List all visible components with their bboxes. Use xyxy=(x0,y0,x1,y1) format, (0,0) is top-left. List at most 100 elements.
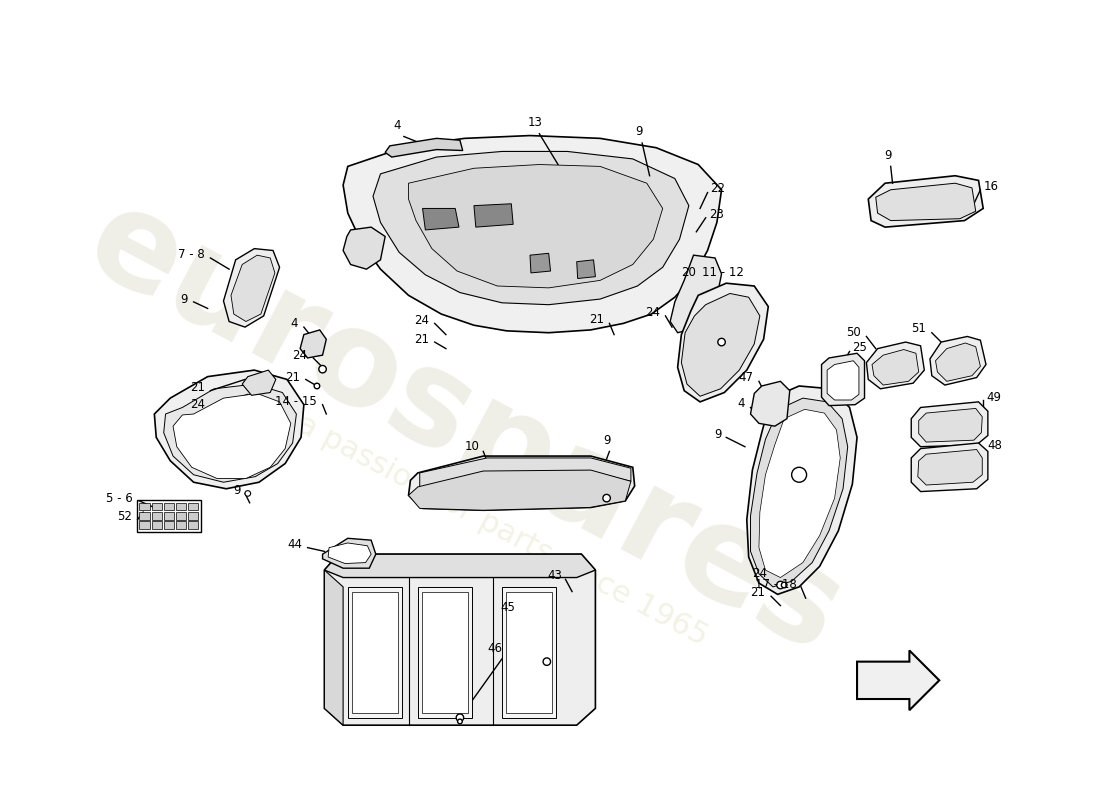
Polygon shape xyxy=(408,470,631,510)
Polygon shape xyxy=(502,587,557,718)
Bar xyxy=(140,522,150,529)
Polygon shape xyxy=(223,249,279,327)
Polygon shape xyxy=(935,343,980,382)
Circle shape xyxy=(315,383,320,389)
Text: 4: 4 xyxy=(290,317,298,330)
Polygon shape xyxy=(324,554,595,725)
Bar xyxy=(152,522,162,529)
Circle shape xyxy=(781,582,786,588)
Text: 23: 23 xyxy=(710,209,724,222)
Polygon shape xyxy=(300,330,327,358)
Text: 9: 9 xyxy=(884,149,892,162)
Text: eurospares: eurospares xyxy=(66,176,862,680)
Circle shape xyxy=(458,719,462,724)
Bar xyxy=(152,512,162,520)
Circle shape xyxy=(245,490,251,496)
Text: 24: 24 xyxy=(645,306,660,318)
Polygon shape xyxy=(408,165,662,288)
Polygon shape xyxy=(418,587,472,718)
Bar xyxy=(188,512,198,520)
Polygon shape xyxy=(822,354,865,406)
Polygon shape xyxy=(759,410,840,578)
Polygon shape xyxy=(911,402,988,446)
Text: 46: 46 xyxy=(487,642,502,655)
Bar xyxy=(188,502,198,510)
Circle shape xyxy=(319,366,327,373)
Text: 48: 48 xyxy=(988,439,1003,452)
Polygon shape xyxy=(917,450,982,485)
Text: 20: 20 xyxy=(682,266,696,279)
Text: 21: 21 xyxy=(285,371,300,384)
Text: 24: 24 xyxy=(190,398,205,411)
Circle shape xyxy=(777,582,784,589)
Polygon shape xyxy=(670,255,722,333)
Polygon shape xyxy=(827,361,859,400)
Polygon shape xyxy=(918,409,982,442)
Polygon shape xyxy=(867,342,924,389)
Polygon shape xyxy=(868,176,983,227)
Circle shape xyxy=(603,494,611,502)
Polygon shape xyxy=(421,591,469,713)
Text: 43: 43 xyxy=(547,569,562,582)
Text: 24: 24 xyxy=(752,567,768,580)
Polygon shape xyxy=(506,591,552,713)
Text: 10: 10 xyxy=(464,440,480,454)
Text: 9: 9 xyxy=(636,126,644,138)
Polygon shape xyxy=(474,204,514,227)
Polygon shape xyxy=(408,456,635,510)
Polygon shape xyxy=(747,386,857,594)
Bar xyxy=(176,512,186,520)
Text: 50: 50 xyxy=(846,326,861,339)
Polygon shape xyxy=(678,283,768,402)
Polygon shape xyxy=(373,151,689,305)
Text: 5 - 6: 5 - 6 xyxy=(106,492,133,505)
Bar xyxy=(164,512,174,520)
Text: 21: 21 xyxy=(414,333,429,346)
Text: 9: 9 xyxy=(603,434,611,446)
Polygon shape xyxy=(681,294,760,396)
Circle shape xyxy=(792,467,806,482)
Text: 24: 24 xyxy=(414,314,429,327)
Polygon shape xyxy=(231,255,275,322)
Text: 52: 52 xyxy=(117,510,132,523)
Text: a passion for parts since 1965: a passion for parts since 1965 xyxy=(292,410,713,652)
Bar xyxy=(188,522,198,529)
Text: 9: 9 xyxy=(233,484,240,497)
Text: 4: 4 xyxy=(394,119,402,132)
Text: 17 - 18: 17 - 18 xyxy=(755,578,796,590)
Polygon shape xyxy=(164,384,296,482)
Bar xyxy=(176,522,186,529)
Text: 44: 44 xyxy=(287,538,303,551)
Text: 21: 21 xyxy=(190,382,205,394)
Polygon shape xyxy=(343,135,722,333)
Polygon shape xyxy=(324,570,343,725)
Polygon shape xyxy=(348,587,402,718)
Polygon shape xyxy=(876,183,976,221)
Polygon shape xyxy=(242,370,276,395)
Text: 24: 24 xyxy=(293,349,308,362)
Text: 16: 16 xyxy=(983,181,998,194)
Polygon shape xyxy=(750,398,848,587)
Bar xyxy=(140,512,150,520)
Bar xyxy=(164,502,174,510)
Circle shape xyxy=(718,338,725,346)
Polygon shape xyxy=(530,254,551,273)
Text: 4: 4 xyxy=(737,398,745,410)
Text: 51: 51 xyxy=(911,322,926,335)
Circle shape xyxy=(456,714,464,722)
Polygon shape xyxy=(872,350,918,385)
Text: 47: 47 xyxy=(738,371,754,384)
Text: 21: 21 xyxy=(750,586,766,599)
Circle shape xyxy=(543,658,551,666)
Polygon shape xyxy=(154,370,304,489)
Text: 21: 21 xyxy=(588,313,604,326)
Polygon shape xyxy=(857,650,939,710)
Text: 11 - 12: 11 - 12 xyxy=(702,266,744,279)
Text: 14 - 15: 14 - 15 xyxy=(275,395,317,408)
Bar xyxy=(152,502,162,510)
Polygon shape xyxy=(324,554,595,578)
Bar xyxy=(164,522,174,529)
Polygon shape xyxy=(322,538,376,568)
Text: 7 - 8: 7 - 8 xyxy=(178,248,205,261)
Polygon shape xyxy=(328,543,371,563)
